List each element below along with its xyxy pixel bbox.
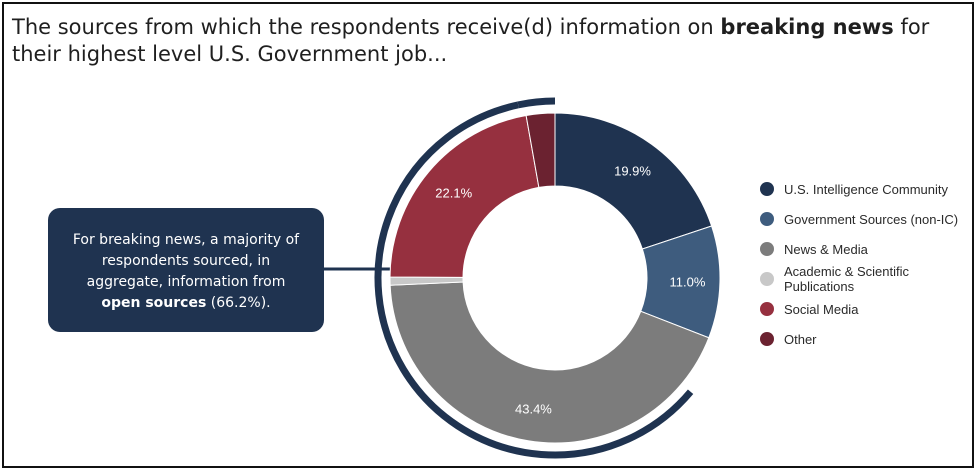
legend-swatch (760, 302, 774, 316)
legend-label: Social Media (784, 301, 859, 317)
legend-item: U.S. Intelligence Community (760, 174, 980, 204)
legend-label: News & Media (784, 241, 868, 257)
donut-slice (389, 281, 710, 444)
callout-prefix: For breaking news, a majority of respond… (72, 232, 300, 290)
legend-item: Academic & Scientific Publications (760, 264, 980, 294)
legend-swatch (760, 242, 774, 256)
legend-swatch (760, 272, 774, 286)
slice-data-label: 19.9% (614, 164, 651, 179)
legend-label: Other (784, 331, 817, 347)
callout-box: For breaking news, a majority of respond… (48, 208, 324, 332)
callout-suffix: (66.2%). (206, 295, 271, 311)
open-sources-bracket-end (517, 97, 556, 109)
legend-swatch (760, 182, 774, 196)
chart-title: The sources from which the respondents r… (12, 14, 962, 68)
legend-item: Social Media (760, 294, 980, 324)
slice-data-label: 43.4% (515, 402, 552, 417)
callout-emphasis: open sources (101, 295, 207, 311)
legend-item: Other (760, 324, 980, 354)
donut-slice (554, 112, 713, 250)
slice-data-label: 22.1% (435, 186, 472, 201)
open-sources-bracket (374, 101, 694, 459)
legend-swatch (760, 212, 774, 226)
title-prefix: The sources from which the respondents r… (12, 15, 721, 39)
title-suffix: for their highest level U.S. Government … (12, 15, 930, 66)
title-emphasis: breaking news (720, 15, 894, 39)
donut-slice (525, 112, 556, 188)
donut-slice (389, 114, 540, 278)
chart-legend: U.S. Intelligence Community Government So… (760, 174, 980, 354)
legend-label: U.S. Intelligence Community (784, 181, 949, 197)
legend-label: Government Sources (non-IC) (784, 211, 959, 227)
slice-data-label: 11.0% (670, 274, 706, 289)
legend-item: Government Sources (non-IC) (760, 204, 980, 234)
legend-swatch (760, 332, 774, 346)
legend-label: Academic & Scientific Publications (784, 264, 909, 294)
legend-item: News & Media (760, 234, 980, 264)
